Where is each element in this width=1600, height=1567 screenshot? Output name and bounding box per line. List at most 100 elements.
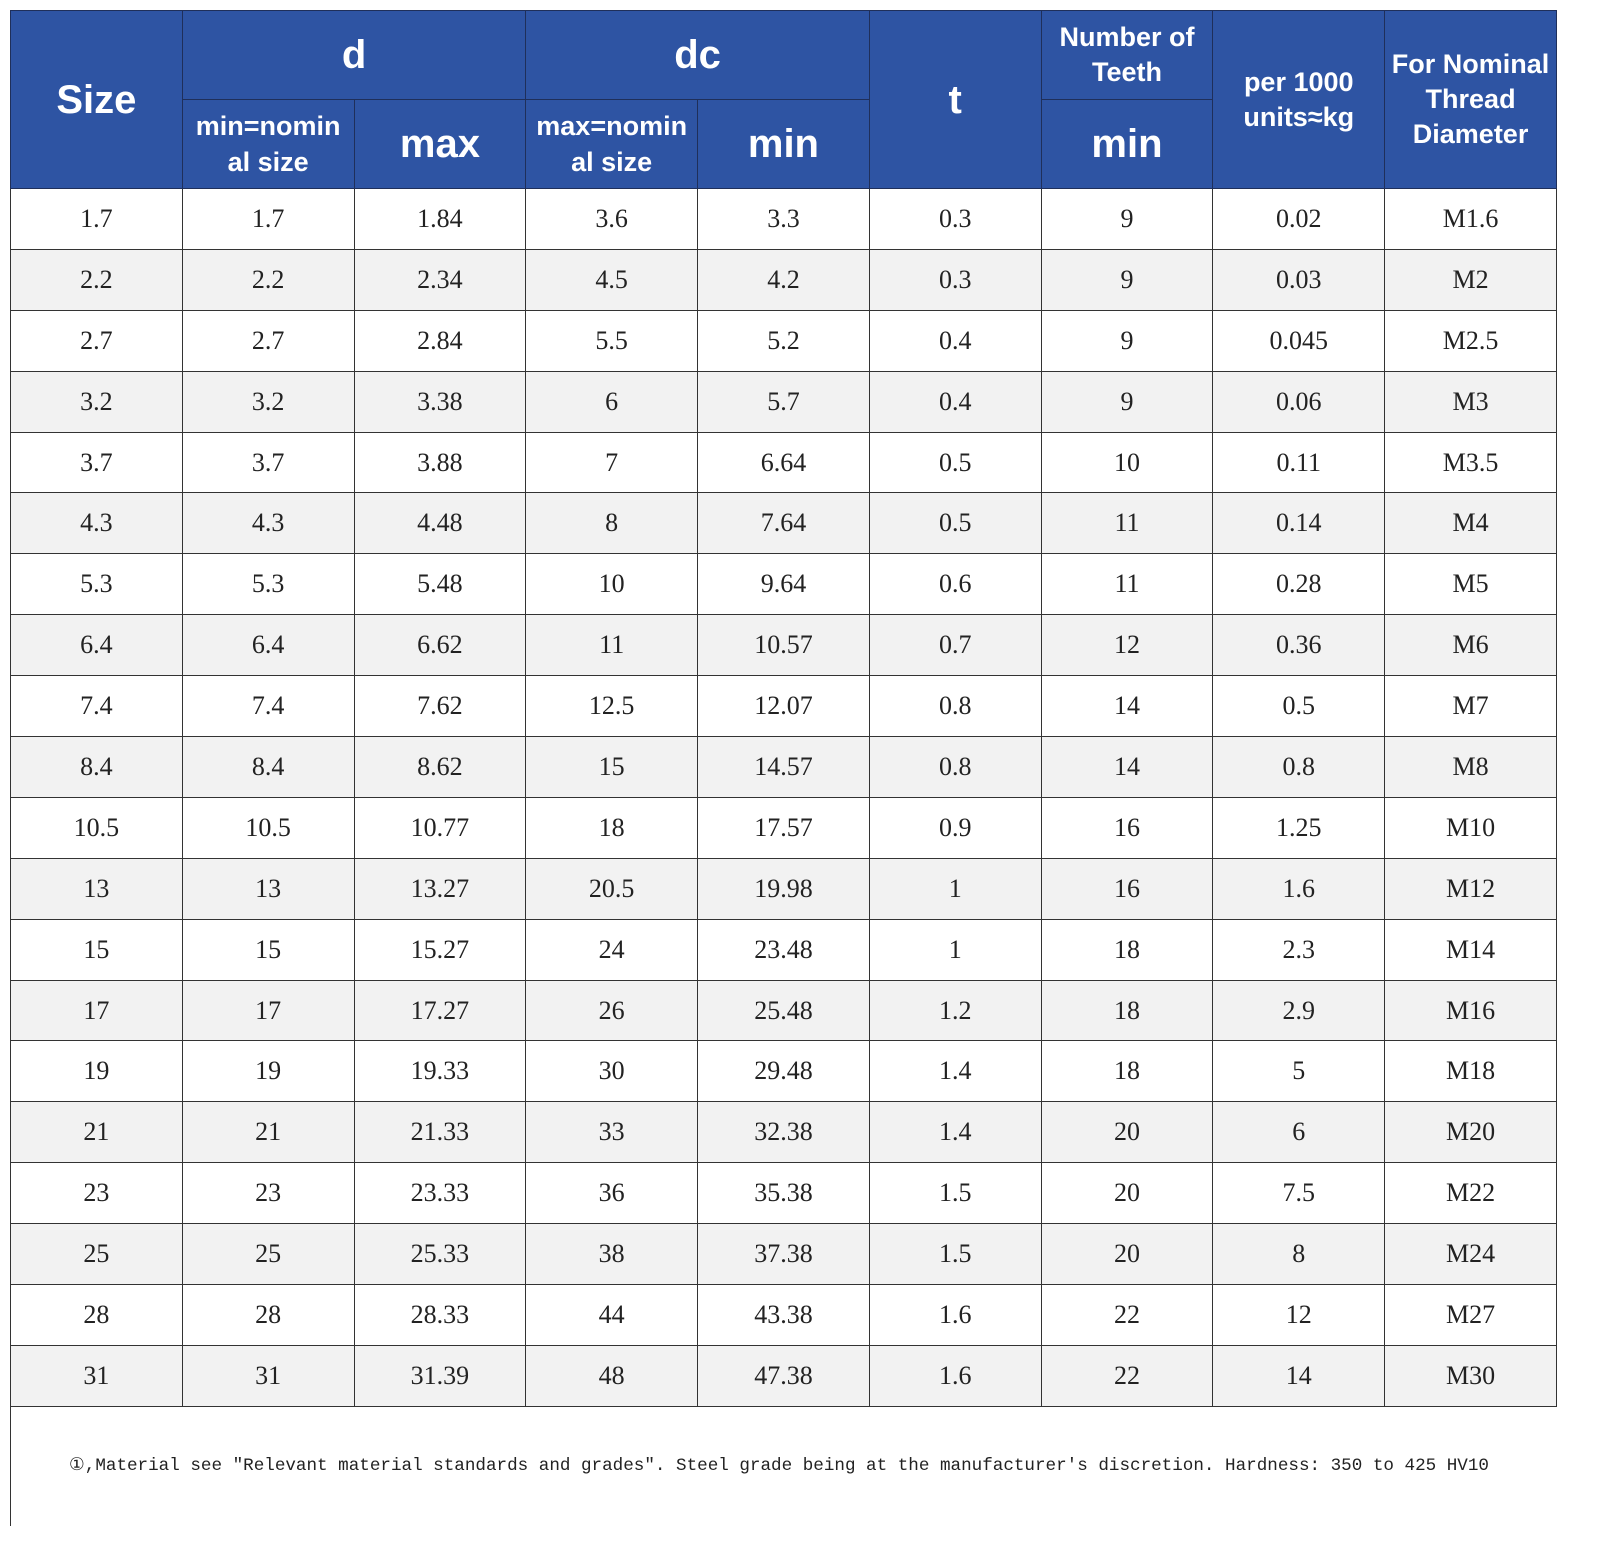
table-cell: M2	[1384, 248, 1557, 311]
table-cell: M27	[1384, 1284, 1557, 1346]
table-cell: M7	[1384, 675, 1557, 738]
table-cell: 1.2	[868, 979, 1042, 1042]
table-cell: 15.27	[353, 918, 527, 981]
table-cell: 3.38	[353, 370, 527, 433]
table-cell: 19	[10, 1040, 183, 1103]
table-row: 17 17 17.27 26 25.48 1.2 18 2.9 M16	[10, 979, 1557, 1042]
table-cell: 3.7	[181, 431, 355, 494]
table-cell: 1.6	[1212, 857, 1386, 920]
header-row: Size d dc t Number of Teeth per 1000 units≈kg…	[10, 10, 1557, 189]
table-cell: 0.14	[1212, 492, 1386, 555]
table-cell: 1.5	[868, 1162, 1042, 1225]
table-cell: 3.6	[525, 188, 699, 250]
table-cell: 35.38	[697, 1162, 870, 1225]
table-cell: M5	[1384, 553, 1557, 616]
table-cell: 2.7	[10, 309, 183, 372]
table-cell: 2.3	[1212, 918, 1386, 981]
subheader-cell: max	[353, 99, 527, 189]
table-cell: 11	[1040, 553, 1214, 616]
table-cell: 6	[1212, 1101, 1386, 1164]
header-cell: Size	[10, 10, 183, 189]
table-cell: 0.045	[1212, 309, 1386, 372]
table-cell: M4	[1384, 492, 1557, 555]
table-cell: 37.38	[697, 1223, 870, 1286]
table-row: 25 25 25.33 38 37.38 1.5 20 8 M24	[10, 1223, 1557, 1286]
table-row: 1.7 1.7 1.84 3.6 3.3 0.3 9 0.02 M1.6	[10, 188, 1557, 250]
table-row: 3.7 3.7 3.88 7 6.64 0.5 10 0.11 M3.5	[10, 431, 1557, 494]
table-cell: 13	[181, 857, 355, 920]
footnote-area: ①,Material see "Relevant material standa…	[10, 1406, 1557, 1526]
table-cell: 0.4	[868, 370, 1042, 433]
table-cell: 19.33	[353, 1040, 527, 1103]
table-cell: 8	[1212, 1223, 1386, 1286]
table-cell: 1.7	[181, 188, 355, 250]
table-cell: 8.4	[181, 736, 355, 798]
table-cell: 17	[10, 979, 183, 1042]
table-row: 15 15 15.27 24 23.48 1 18 2.3 M14	[10, 918, 1557, 981]
table-cell: 8.4	[10, 736, 183, 798]
table-cell: 4.5	[525, 248, 699, 311]
table-cell: 28.33	[353, 1284, 527, 1346]
table-cell: 47.38	[697, 1344, 870, 1407]
table-cell: M3	[1384, 370, 1557, 433]
table-cell: M10	[1384, 796, 1557, 859]
table-cell: 6.64	[697, 431, 870, 494]
subheader-cell: min=nominal size	[181, 99, 355, 189]
table-cell: 30	[525, 1040, 699, 1103]
table-cell: 28	[181, 1284, 355, 1346]
table-cell: 0.5	[868, 431, 1042, 494]
table-row: 19 19 19.33 30 29.48 1.4 18 5 M18	[10, 1040, 1557, 1103]
table-cell: 1.4	[868, 1040, 1042, 1103]
table-cell: 19.98	[697, 857, 870, 920]
table-row: 4.3 4.3 4.48 8 7.64 0.5 11 0.14 M4	[10, 492, 1557, 555]
table-cell: 1.6	[868, 1284, 1042, 1346]
table-cell: 14	[1040, 736, 1214, 798]
table-cell: 0.6	[868, 553, 1042, 616]
table-cell: 0.5	[868, 492, 1042, 555]
table-cell: 18	[1040, 918, 1214, 981]
table-cell: 1.6	[868, 1344, 1042, 1407]
table-cell: M30	[1384, 1344, 1557, 1407]
table-cell: 9	[1040, 370, 1214, 433]
table-cell: 9	[1040, 309, 1214, 372]
table-cell: M24	[1384, 1223, 1557, 1286]
table-cell: 4.3	[10, 492, 183, 555]
table-cell: 3.88	[353, 431, 527, 494]
table-cell: 22	[1040, 1284, 1214, 1346]
table-cell: 20.5	[525, 857, 699, 920]
table-cell: 7.4	[181, 675, 355, 738]
table-cell: 0.7	[868, 614, 1042, 677]
table-row: 7.4 7.4 7.62 12.5 12.07 0.8 14 0.5 M7	[10, 675, 1557, 738]
table-row: 8.4 8.4 8.62 15 14.57 0.8 14 0.8 M8	[10, 736, 1557, 798]
table-cell: 36	[525, 1162, 699, 1225]
table-cell: 0.3	[868, 248, 1042, 311]
header-cell: For Nominal Thread Diameter	[1384, 10, 1557, 189]
table-cell: M1.6	[1384, 188, 1557, 250]
table-cell: M14	[1384, 918, 1557, 981]
table-cell: 19	[181, 1040, 355, 1103]
table-cell: 2.84	[353, 309, 527, 372]
header-cell: d	[181, 10, 527, 100]
table-cell: 29.48	[697, 1040, 870, 1103]
table-cell: 0.36	[1212, 614, 1386, 677]
table-row: 6.4 6.4 6.62 11 10.57 0.7 12 0.36 M6	[10, 614, 1557, 677]
table-cell: 0.02	[1212, 188, 1386, 250]
table-cell: 18	[1040, 1040, 1214, 1103]
table-cell: 0.28	[1212, 553, 1386, 616]
table-cell: 2.2	[181, 248, 355, 311]
table-cell: 5.48	[353, 553, 527, 616]
table-cell: 0.06	[1212, 370, 1386, 433]
table-cell: 3.7	[10, 431, 183, 494]
table-cell: 9	[1040, 248, 1214, 311]
table-cell: 5.3	[10, 553, 183, 616]
table-cell: 1.7	[10, 188, 183, 250]
table-cell: 1	[868, 918, 1042, 981]
table-cell: 21	[10, 1101, 183, 1164]
table-row: 21 21 21.33 33 32.38 1.4 20 6 M20	[10, 1101, 1557, 1164]
table-cell: 7.64	[697, 492, 870, 555]
table-cell: 20	[1040, 1101, 1214, 1164]
table-cell: M16	[1384, 979, 1557, 1042]
table-cell: 3.3	[697, 188, 870, 250]
table-cell: 1.4	[868, 1101, 1042, 1164]
table-cell: M18	[1384, 1040, 1557, 1103]
